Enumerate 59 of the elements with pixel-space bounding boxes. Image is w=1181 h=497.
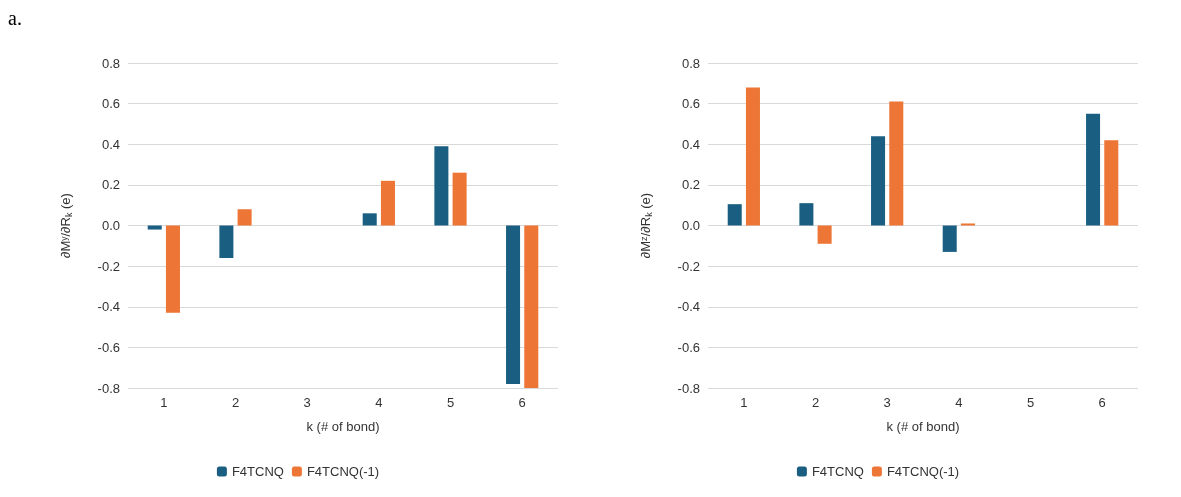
y-tick-label: 0.2 bbox=[101, 177, 120, 193]
bar bbox=[960, 223, 975, 226]
y-tick-label: 0.0 bbox=[101, 218, 120, 233]
bar bbox=[871, 136, 886, 226]
x-tick-label: 1 bbox=[160, 395, 168, 410]
bar bbox=[506, 225, 521, 384]
bar bbox=[942, 225, 957, 252]
x-tick-label: 5 bbox=[1026, 395, 1035, 410]
y-tick-label: 0.0 bbox=[681, 218, 700, 233]
x-tick-label: 6 bbox=[1098, 395, 1106, 410]
legend-label: F4TCNQ bbox=[231, 464, 284, 479]
y-tick-label: 0.2 bbox=[681, 177, 700, 193]
x-axis-title: k (# of bond) bbox=[886, 419, 960, 434]
bar bbox=[817, 225, 832, 244]
y-tick-label: 0.6 bbox=[101, 96, 120, 112]
bar bbox=[1104, 140, 1119, 226]
bar bbox=[745, 87, 760, 226]
y-tick-label: -0.4 bbox=[97, 299, 120, 315]
bar bbox=[889, 101, 904, 226]
bar bbox=[799, 203, 814, 226]
x-tick-label: 2 bbox=[231, 395, 240, 410]
y-tick-label: -0.2 bbox=[97, 258, 120, 274]
y-tick-label: -0.8 bbox=[677, 380, 700, 396]
bar bbox=[434, 146, 449, 226]
y-axis-title: ∂Mʸ/∂Rk (e) bbox=[58, 193, 74, 258]
x-tick-label: 6 bbox=[518, 395, 526, 410]
y-tick-label: -0.2 bbox=[677, 258, 700, 274]
bar bbox=[219, 225, 234, 258]
text: a. bbox=[8, 7, 22, 29]
x-tick-label: 5 bbox=[446, 395, 455, 410]
y-axis-title: ∂Mᶻ/∂Rk (e) bbox=[638, 192, 654, 259]
bar bbox=[727, 204, 742, 226]
y-tick-label: -0.4 bbox=[677, 299, 700, 315]
bar bbox=[165, 225, 180, 313]
x-tick-label: 2 bbox=[811, 395, 820, 410]
y-tick-label: 0.4 bbox=[681, 136, 700, 152]
bar bbox=[524, 225, 539, 388]
y-tick-label: 0.4 bbox=[101, 136, 120, 152]
bar bbox=[1086, 113, 1101, 226]
y-tick-label: -0.8 bbox=[97, 380, 120, 396]
x-tick-label: 3 bbox=[883, 395, 891, 410]
x-tick-label: 4 bbox=[955, 395, 963, 410]
bar bbox=[380, 180, 395, 226]
y-tick-label: 0.8 bbox=[681, 55, 700, 71]
bar bbox=[452, 172, 467, 226]
legend-label: F4TCNQ(-1) bbox=[886, 464, 960, 479]
legend-label: F4TCNQ(-1) bbox=[306, 464, 380, 479]
bar bbox=[147, 225, 162, 230]
y-tick-label: -0.6 bbox=[97, 339, 120, 355]
x-axis-title: k (# of bond) bbox=[306, 419, 380, 434]
legend-label: F4TCNQ bbox=[811, 464, 864, 479]
x-tick-label: 4 bbox=[375, 395, 383, 410]
x-tick-label: 1 bbox=[740, 395, 748, 410]
bar bbox=[362, 213, 377, 226]
y-tick-label: 0.8 bbox=[101, 55, 120, 71]
y-tick-label: -0.6 bbox=[677, 339, 700, 355]
bar bbox=[237, 209, 252, 226]
y-tick-label: 0.6 bbox=[681, 96, 700, 112]
x-tick-label: 3 bbox=[303, 395, 311, 410]
